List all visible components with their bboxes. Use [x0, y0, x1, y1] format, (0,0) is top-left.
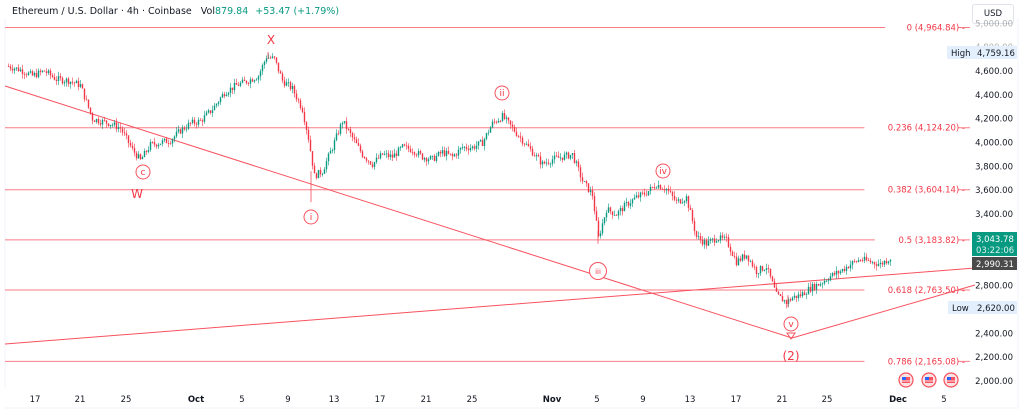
currency-button[interactable]: USD — [972, 4, 1014, 24]
time-tick: 21 — [777, 395, 788, 405]
svg-text:ii: ii — [499, 89, 504, 99]
price-tick: 2,200.00 — [975, 353, 1013, 363]
wave-c-label: c — [135, 164, 151, 180]
time-tick: 25 — [467, 395, 478, 405]
price-tick: 2,000.00 — [975, 377, 1013, 387]
low-label: Low — [952, 304, 969, 314]
wave-i-label: i — [303, 209, 319, 225]
svg-text:iv: iv — [659, 167, 668, 177]
price-tick: 2,800.00 — [975, 282, 1013, 292]
time-tick: 9 — [640, 395, 645, 405]
fib-level-label: 0.382 (3,604.14) - — [888, 186, 965, 196]
fibonacci-retracement[interactable]: 0 (4,964.84) - 0.236 (4,124.20) - 0.382 (3… — [5, 21, 970, 368]
price-tick: 3,600.00 — [975, 186, 1013, 196]
price-tick: 4,400.00 — [975, 91, 1013, 101]
symbol-title[interactable]: Ethereum / U.S. Dollar · 4h · Coinbase — [12, 6, 192, 17]
prev-close: 2,990.31 — [976, 260, 1014, 270]
chart-header: Ethereum / U.S. Dollar · 4h · Coinbase V… — [12, 6, 339, 17]
time-tick: 5 — [594, 395, 599, 405]
last-price-badge: 3,043.78 03:22:06 — [972, 232, 1017, 256]
wave-v-trendline[interactable] — [791, 284, 976, 339]
time-tick: 25 — [121, 395, 132, 405]
trend-lines[interactable] — [4, 85, 976, 345]
svg-text:5,000.00: 5,000.00 — [975, 19, 1013, 29]
low-marker: Low 2,620.00 — [948, 301, 1017, 314]
wave-x-label: X — [267, 33, 275, 47]
time-tick: 5 — [239, 395, 244, 405]
svg-text:v: v — [788, 320, 794, 330]
wave-v-label: v — [783, 316, 799, 332]
volume-value: 879.84 — [215, 6, 249, 17]
price-tick: 4,600.00 — [975, 67, 1013, 77]
time-tick: 17 — [30, 395, 41, 405]
time-axis[interactable]: 17 21 25 Oct 5 9 13 17 21 25 Nov 5 9 13 17 21 25 Dec 5 — [30, 395, 947, 405]
descending-trendline[interactable] — [4, 85, 793, 339]
ascending-trendline[interactable] — [4, 267, 976, 345]
time-tick: Nov — [543, 395, 562, 405]
economic-events[interactable] — [898, 372, 959, 388]
prev-close-badge: 2,990.31 — [972, 257, 1017, 270]
wave-iv-label: iv — [655, 163, 671, 179]
fib-level-label: 0 (4,964.84) - — [907, 24, 965, 34]
price-tick: 2,400.00 — [975, 329, 1013, 339]
time-tick: 17 — [375, 395, 386, 405]
high-marker: High 4,759.16 — [947, 46, 1017, 59]
fib-level-label: 0.786 (2,165.08) - — [888, 357, 965, 367]
fib-level-label: 0.618 (2,763.50) - — [888, 286, 965, 296]
volume-label: Vol — [200, 6, 216, 17]
price-change: +53.47 (+1.79%) — [255, 6, 340, 17]
time-tick: 13 — [329, 395, 340, 405]
wave-w-label: W — [131, 187, 143, 201]
us-flag-icon[interactable] — [943, 372, 959, 388]
time-tick: 5 — [941, 395, 946, 405]
us-flag-icon[interactable] — [921, 372, 937, 388]
svg-text:i: i — [310, 213, 313, 223]
high-value: 4,759.16 — [977, 49, 1015, 59]
time-tick: 25 — [822, 395, 833, 405]
time-tick: Dec — [889, 395, 907, 405]
wave-2-label: (2) — [783, 349, 800, 363]
time-tick: Oct — [188, 395, 204, 405]
price-tick: 4,000.00 — [975, 139, 1013, 149]
us-flag-icon[interactable] — [898, 372, 914, 388]
price-tick: 3,400.00 — [975, 210, 1013, 220]
svg-text:c: c — [141, 168, 146, 178]
time-tick: 21 — [421, 395, 432, 405]
price-tick: 4,200.00 — [975, 115, 1013, 125]
wave-iii-label: iii — [589, 262, 607, 280]
price-axis[interactable]: 4,600.00 4,400.00 4,200.00 4,000.00 3,800.00… — [975, 19, 1013, 387]
last-price: 3,043.78 — [976, 235, 1014, 245]
low-value: 2,620.00 — [977, 304, 1015, 314]
bar-countdown: 03:22:06 — [976, 246, 1014, 256]
wave-ii-label: ii — [494, 85, 510, 101]
time-tick: 13 — [685, 395, 696, 405]
time-tick: 9 — [285, 395, 290, 405]
candlesticks — [7, 52, 892, 309]
fib-level-label: 0.236 (4,124.20) - — [888, 124, 965, 134]
svg-text:iii: iii — [595, 268, 601, 276]
time-tick: 17 — [731, 395, 742, 405]
time-tick: 21 — [75, 395, 86, 405]
price-tick: 3,800.00 — [975, 162, 1013, 172]
high-label: High — [951, 49, 971, 59]
fib-level-label: 0.5 (3,183.82) - — [899, 236, 965, 246]
